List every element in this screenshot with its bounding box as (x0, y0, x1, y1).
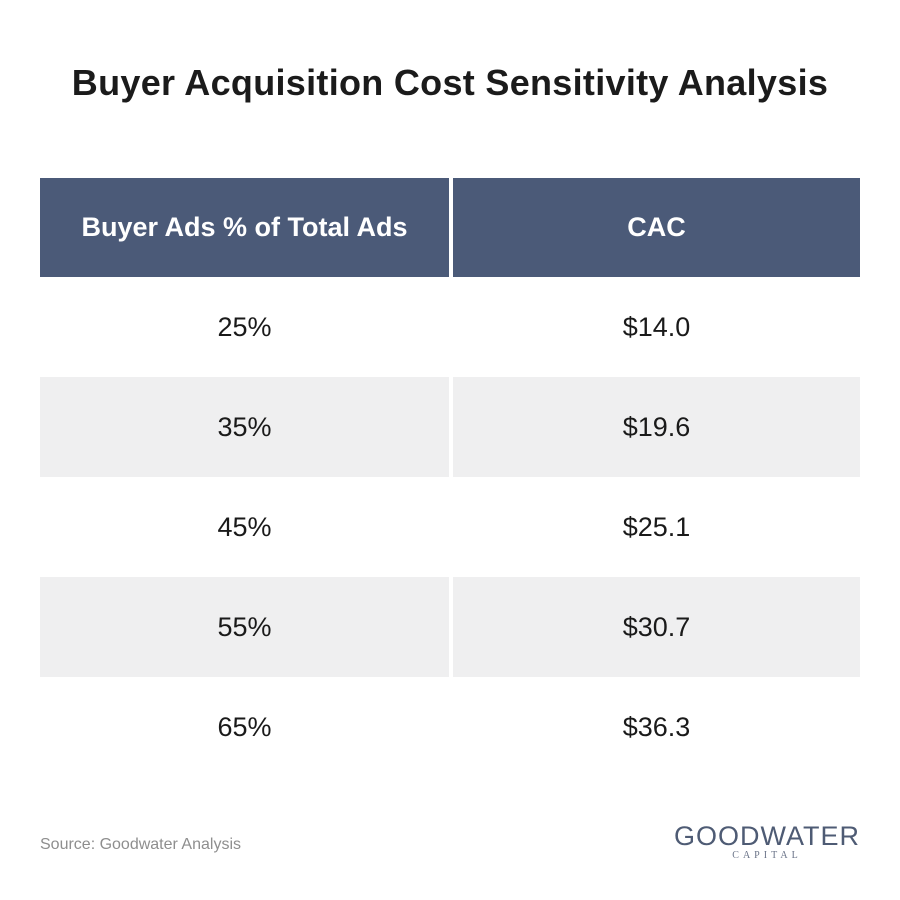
cac-table: Buyer Ads % of Total Ads CAC 25% $14.0 3… (40, 178, 860, 777)
cac-cell: $30.7 (453, 577, 860, 677)
buyer-ads-cell: 65% (217, 711, 272, 742)
cac-cell: $25.1 (622, 511, 691, 542)
logo-subtitle: CAPITAL (732, 850, 802, 861)
table-header-row: Buyer Ads % of Total Ads CAC (40, 178, 860, 277)
chart-title: Buyer Acquisition Cost Sensitivity Analy… (71, 62, 829, 103)
buyer-ads-cell: 25% (217, 311, 272, 342)
table-row: 45% $25.1 (40, 477, 860, 577)
cac-cell: $14.0 (622, 311, 691, 342)
goodwater-logo: GOODWATER CAPITAL (672, 822, 862, 862)
table-row: 35% $19.6 (40, 377, 860, 477)
table-row: 55% $30.7 (40, 577, 860, 677)
cac-cell: $36.3 (622, 711, 691, 742)
source-note: Source: Goodwater Analysis (40, 836, 241, 853)
logo-wordmark: GOODWATER (674, 821, 860, 851)
buyer-ads-cell: 45% (217, 511, 272, 542)
column-header-cac: CAC (453, 178, 860, 277)
table-row: 25% $14.0 (40, 277, 860, 377)
column-header-buyer-ads: Buyer Ads % of Total Ads (40, 178, 449, 277)
table-row: 65% $36.3 (40, 677, 860, 777)
cac-cell: $19.6 (453, 377, 860, 477)
buyer-ads-cell: 55% (40, 577, 449, 677)
buyer-ads-cell: 35% (40, 377, 449, 477)
